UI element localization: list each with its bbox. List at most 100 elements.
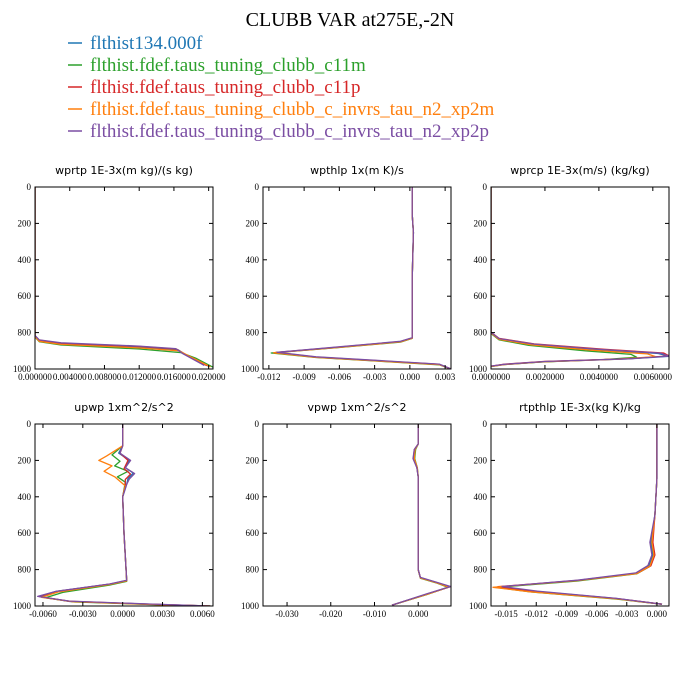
series-line [491,187,657,368]
x-tick-label: -0.010 [363,609,387,619]
series-line [274,187,451,369]
x-tick-label: 0.000 [647,609,668,619]
y-tick-label: 600 [18,528,32,538]
y-tick-label: 0 [27,419,32,429]
y-tick-label: 600 [474,291,488,301]
y-tick-label: 200 [474,218,488,228]
chart-panel: wprcp 1E-3x(m/s) (kg/kg) 0 200 400 600 800 100… [469,164,672,382]
x-tick-label: 0.000 [408,609,429,619]
x-tick-label: 0.012000 [122,372,156,382]
plot-frame [34,423,214,607]
series-group [491,187,669,368]
legend-entry: flthist.fdef.taus_tuning_clubb_c11p [90,77,361,98]
x-tick-label: -0.030 [275,609,299,619]
panel-title: wprcp 1E-3x(m/s) (kg/kg) [510,164,649,177]
y-tick-label: 600 [246,291,260,301]
plot-frame [490,186,670,370]
chart-panel: rtpthlp 1E-3x(kg K)/kg02004006008001000-… [469,401,670,619]
panel-title: rtpthlp 1E-3x(kg K)/kg [519,401,641,414]
y-tick-label: 200 [246,218,260,228]
y-tick-label: 400 [246,492,260,502]
x-tick-label: 0.016000 [157,372,191,382]
x-tick-label: -0.015 [494,609,518,619]
y-tick-label: 0 [255,419,260,429]
y-tick-label: 1000 [469,601,488,611]
x-tick-label: 0.0000 [110,609,135,619]
chart-panel: vpwp 1xm^2/s^2 0 200 400 600 800 1000 -0.030 -0.… [241,401,452,619]
series-line [497,424,663,605]
x-tick-label: 0.000 [400,372,421,382]
series-group [391,424,451,606]
y-tick-label: 0 [255,182,260,192]
x-tick-label: -0.0030 [69,609,97,619]
plot-frame [490,423,670,607]
series-line [501,424,663,605]
series-line [272,187,451,369]
legend-entry: flthist.fdef.taus_tuning_clubb_c_invrs_t… [90,121,489,142]
series-line [40,424,211,606]
y-tick-label: 1000 [13,601,32,611]
y-tick-label: 400 [18,255,32,265]
series-line [391,424,451,606]
x-tick-label: -0.003 [615,609,639,619]
series-line [495,424,663,605]
series-line [38,424,211,606]
panel-title: vpwp 1xm^2/s^2 [307,401,406,414]
legend: flthist134.000fflthist.fdef.taus_tuning_… [68,33,494,142]
y-tick-label: 800 [474,328,488,338]
x-tick-label: -0.003 [363,372,387,382]
legend-entry: flthist134.000f [90,33,203,54]
y-tick-label: 800 [18,328,32,338]
series-line [35,187,205,366]
x-tick-label: -0.0060 [29,609,57,619]
x-tick-label: 0.000000 [18,372,52,382]
figure-title: CLUBB VAR at275E,-2N [246,9,455,31]
series-line [35,187,209,367]
y-tick-label: 400 [474,255,488,265]
y-tick-label: 200 [246,455,260,465]
y-tick-label: 600 [474,528,488,538]
y-tick-label: 600 [18,291,32,301]
series-line [35,187,208,367]
series-line [44,424,211,606]
x-tick-label: 0.0000000 [472,372,511,382]
chart-panel: upwp 1xm^2/s^2 0 200 400 600 800 1000-0.0060 -0… [13,401,215,619]
x-tick-label: 0.0030 [150,609,175,619]
y-tick-label: 800 [246,565,260,575]
panel-title: wpthlp 1x(m K)/s [310,164,404,177]
x-tick-label: 0.004000 [53,372,87,382]
y-tick-label: 800 [474,565,488,575]
x-tick-label: -0.012 [525,609,548,619]
y-tick-label: 800 [246,328,260,338]
y-tick-label: 200 [18,218,32,228]
chart-panel: wprtp 1E-3x(m kg)/(s kg) 0 200 400 600 800 100… [13,164,226,382]
chart-panels: wprtp 1E-3x(m kg)/(s kg) 0 200 400 600 800 100… [13,164,672,619]
series-line [491,187,669,367]
y-tick-label: 800 [18,565,32,575]
series-line [39,424,211,606]
legend-entry: flthist.fdef.taus_tuning_clubb_c11m [90,55,366,76]
x-tick-label: -0.009 [293,372,317,382]
x-tick-label: 0.0060 [190,609,215,619]
x-tick-label: -0.020 [319,609,343,619]
series-line [37,424,211,606]
y-tick-label: 400 [246,255,260,265]
series-line [491,187,669,367]
series-line [492,424,663,605]
series-group [270,187,451,369]
series-line [491,187,638,368]
x-tick-label: -0.009 [555,609,579,619]
series-line [270,187,451,369]
y-tick-label: 200 [18,455,32,465]
plot-frame [34,186,214,370]
series-line [276,187,451,369]
panel-title: wprtp 1E-3x(m kg)/(s kg) [55,164,193,177]
y-tick-label: 1000 [469,364,488,374]
series-line [275,187,451,369]
series-line [500,424,663,605]
x-tick-label: -0.006 [585,609,609,619]
y-tick-label: 1000 [13,364,32,374]
y-tick-label: 200 [474,455,488,465]
y-tick-label: 1000 [241,601,260,611]
plot-frame [262,423,452,607]
